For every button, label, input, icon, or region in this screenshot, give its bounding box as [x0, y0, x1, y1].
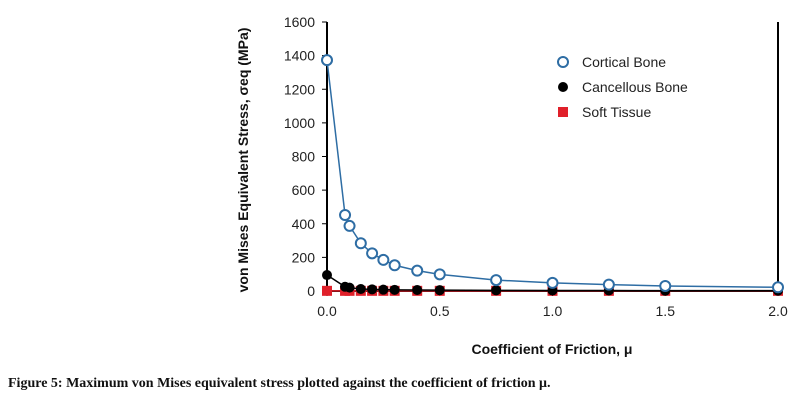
data-point — [344, 282, 355, 293]
x-axis-label: Coefficient of Friction, μ — [471, 341, 632, 357]
data-point — [366, 247, 379, 260]
data-point — [546, 276, 559, 289]
data-point — [389, 284, 400, 295]
data-point — [378, 284, 389, 295]
y-tick-label: 1200 — [284, 81, 315, 97]
data-point — [490, 274, 503, 287]
data-point — [412, 284, 423, 295]
data-point — [343, 219, 356, 232]
y-tick-label: 400 — [292, 216, 316, 232]
series-cortical-bone — [321, 54, 784, 294]
legend-label: Soft Tissue — [582, 104, 651, 120]
y-tick-label: 1400 — [284, 48, 315, 64]
x-tick-label: 0.0 — [317, 303, 337, 319]
legend-marker — [558, 107, 568, 117]
x-tick-label: 2.0 — [768, 303, 788, 319]
y-tick-label: 1000 — [284, 115, 315, 131]
data-point — [354, 237, 367, 250]
data-point — [602, 278, 615, 291]
y-tick-label: 600 — [292, 182, 316, 198]
data-point — [659, 279, 672, 292]
data-point — [411, 264, 424, 277]
y-tick-label: 800 — [292, 149, 316, 165]
data-point — [434, 285, 445, 296]
data-point — [772, 281, 784, 294]
y-tick-label: 0 — [307, 283, 315, 299]
y-tick-label: 1600 — [284, 14, 315, 30]
data-point — [377, 253, 390, 266]
figure-caption: Figure 5: Maximum von Mises equivalent s… — [8, 376, 551, 391]
x-tick-label: 0.5 — [430, 303, 450, 319]
data-point — [339, 209, 352, 222]
series-cancellous-bone — [322, 270, 783, 296]
y-tick-label: 200 — [292, 249, 316, 265]
data-point — [491, 285, 502, 296]
legend-label: Cancellous Bone — [582, 79, 688, 95]
data-point — [322, 285, 332, 296]
data-point — [367, 284, 378, 295]
data-point — [433, 268, 446, 281]
data-point — [321, 54, 333, 67]
data-point — [322, 270, 332, 281]
data-point — [388, 259, 401, 272]
x-tick-label: 1.5 — [656, 303, 676, 319]
series-line — [326, 60, 779, 289]
legend-marker — [557, 56, 569, 68]
y-axis-label: von Mises Equivalent Stress, σeq (MPa) — [235, 28, 251, 293]
legend-marker — [558, 82, 568, 92]
data-point — [355, 283, 366, 294]
x-tick-label: 1.0 — [543, 303, 563, 319]
legend-label: Cortical Bone — [582, 54, 666, 70]
